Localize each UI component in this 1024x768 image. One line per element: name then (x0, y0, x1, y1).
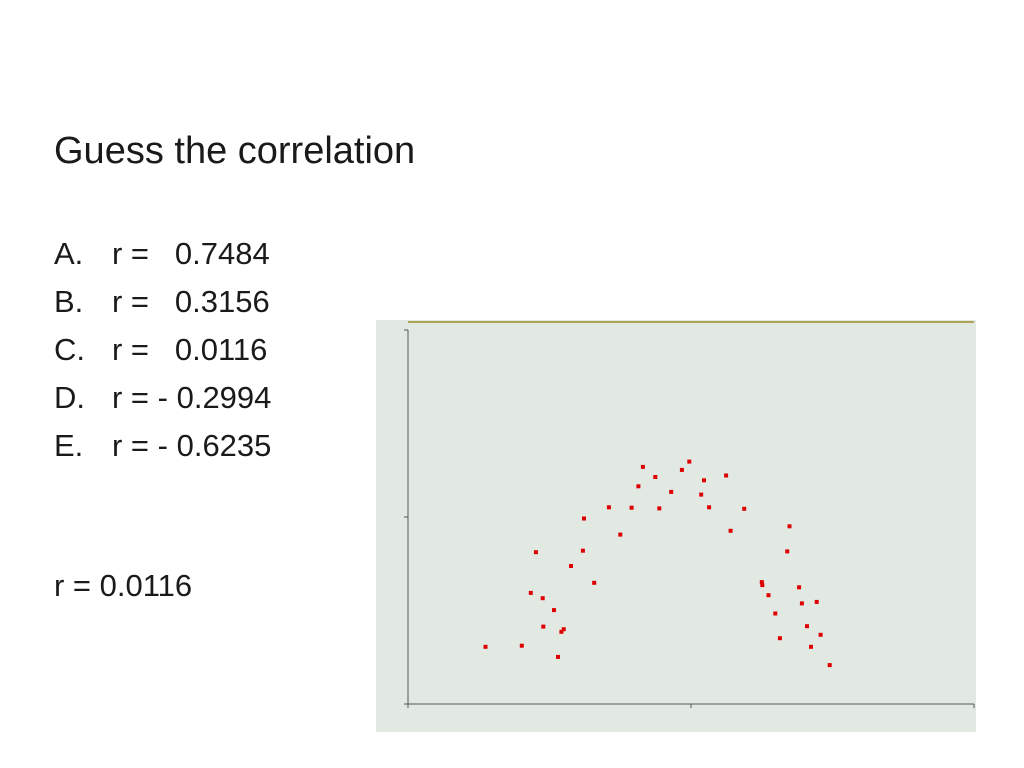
option-letter: C. (54, 332, 85, 367)
scatter-point (785, 549, 790, 554)
scatter-point (569, 564, 573, 568)
scatter-point (797, 585, 802, 590)
scatter-point (728, 528, 733, 533)
scatter-point (657, 506, 662, 511)
scatter-point (636, 484, 641, 489)
scatter-point (582, 516, 586, 521)
slide-title: Guess the correlation (54, 130, 416, 172)
scatter-point (556, 654, 560, 659)
data-points (483, 459, 832, 668)
plot-area (408, 330, 974, 704)
scatter-point (724, 473, 729, 478)
scatter-point (773, 611, 778, 616)
scatter-point (552, 608, 556, 613)
scatter-point (541, 624, 546, 629)
scatter-point (827, 663, 832, 668)
scatter-point (759, 580, 764, 585)
scatter-point (742, 506, 747, 511)
option-a: A. r = 0.7484 (54, 232, 271, 280)
scatter-point (606, 505, 611, 510)
scatter-point (528, 590, 533, 595)
option-text: r = 0.3156 (112, 284, 270, 319)
scatter-point (805, 624, 809, 629)
option-e: E. r = - 0.6235 (54, 424, 271, 472)
answer-options: A. r = 0.7484 B. r = 0.3156 C. r = 0.0116 D… (54, 232, 271, 472)
scatter-point (519, 643, 524, 648)
option-d: D. r = - 0.2994 (54, 376, 271, 424)
scatter-point (669, 489, 674, 494)
scatter-point (559, 629, 564, 634)
scatter-point (766, 593, 771, 598)
option-text: r = - 0.2994 (112, 380, 272, 415)
scatter-point (707, 505, 712, 510)
scatter-point (787, 524, 792, 529)
scatter-point (640, 464, 645, 469)
scatter-point (814, 599, 819, 604)
scatter-point (653, 475, 658, 479)
scatter-point (760, 583, 765, 588)
option-c: C. r = 0.0116 (54, 328, 271, 376)
scatter-point (699, 492, 704, 497)
answer-text: r = 0.0116 (54, 568, 193, 603)
scatter-point (679, 467, 684, 472)
option-letter: D. (54, 380, 85, 415)
scatter-chart (376, 320, 976, 732)
scatter-point (777, 636, 782, 641)
scatter-point (540, 596, 545, 601)
scatter-point (561, 627, 566, 632)
scatter-point (702, 478, 706, 483)
option-letter: E. (54, 428, 84, 463)
option-letter: A. (54, 236, 84, 271)
scatter-point (483, 644, 488, 649)
scatter-point (533, 550, 538, 555)
option-letter: B. (54, 284, 84, 319)
scatter-point (629, 505, 634, 510)
scatter-point (687, 459, 692, 464)
option-text: r = 0.7484 (112, 236, 270, 271)
scatter-point (580, 548, 585, 553)
option-b: B. r = 0.3156 (54, 280, 271, 328)
scatter-point (592, 580, 597, 585)
scatter-point (809, 644, 813, 649)
scatter-point (818, 632, 823, 637)
option-text: r = - 0.6235 (112, 428, 272, 463)
option-text: r = 0.0116 (112, 332, 268, 367)
scatter-point (799, 601, 804, 606)
scatter-point (618, 532, 623, 537)
scatter-plot-svg (376, 320, 976, 732)
